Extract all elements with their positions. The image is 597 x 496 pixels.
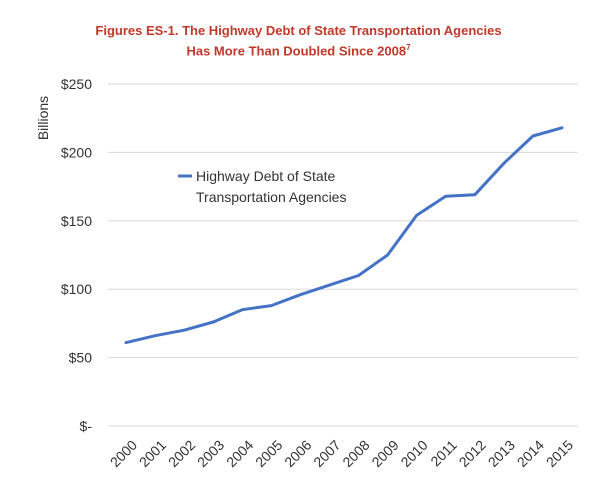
y-tick-label: $150	[61, 213, 92, 229]
legend: Highway Debt of State Transportation Age…	[178, 168, 346, 205]
y-axis-label: Billions	[35, 96, 51, 140]
x-tick-label: 2015	[543, 437, 576, 470]
x-tick-label: 2004	[223, 437, 256, 470]
y-tick-label: $250	[61, 76, 92, 92]
x-tick-label: 2010	[397, 437, 430, 470]
x-tick-label: 2008	[339, 437, 372, 470]
x-tick-label: 2003	[194, 437, 227, 470]
x-tick-label: 2013	[485, 437, 518, 470]
x-tick-label: 2002	[165, 437, 198, 470]
chart-title-line1: Figures ES-1. The Highway Debt of State …	[95, 23, 502, 38]
y-tick-labels: $- $50 $100 $150 $200 $250	[61, 76, 92, 434]
chart-title-line2: Has More Than Doubled Since 20087	[0, 39, 597, 59]
legend-label-line1: Highway Debt of State	[196, 168, 336, 184]
x-tick-label: 2009	[368, 437, 401, 470]
x-tick-label: 2000	[107, 437, 140, 470]
chart-title-line2-text: Has More Than Doubled Since 2008	[186, 43, 407, 59]
x-tick-label: 2014	[514, 437, 547, 470]
x-tick-label: 2012	[456, 437, 489, 470]
x-tick-label: 2011	[427, 437, 460, 470]
y-tick-label: $200	[61, 144, 92, 160]
chart-title: Figures ES-1. The Highway Debt of State …	[0, 22, 597, 59]
y-tick-label: $100	[61, 281, 92, 297]
x-tick-label: 2006	[281, 437, 314, 470]
chart-title-footnote: 7	[406, 43, 411, 52]
x-tick-label: 2007	[310, 437, 343, 470]
y-tick-label: $50	[69, 350, 93, 366]
x-tick-labels: 2000200120022003200420052006200720082009…	[107, 437, 576, 470]
y-tick-label: $-	[80, 418, 93, 434]
series-line-highway-debt	[124, 126, 564, 345]
gridlines	[108, 83, 578, 427]
x-tick-label: 2005	[252, 437, 285, 470]
x-tick-label: 2001	[136, 437, 169, 470]
legend-label-line2: Transportation Agencies	[196, 189, 346, 205]
